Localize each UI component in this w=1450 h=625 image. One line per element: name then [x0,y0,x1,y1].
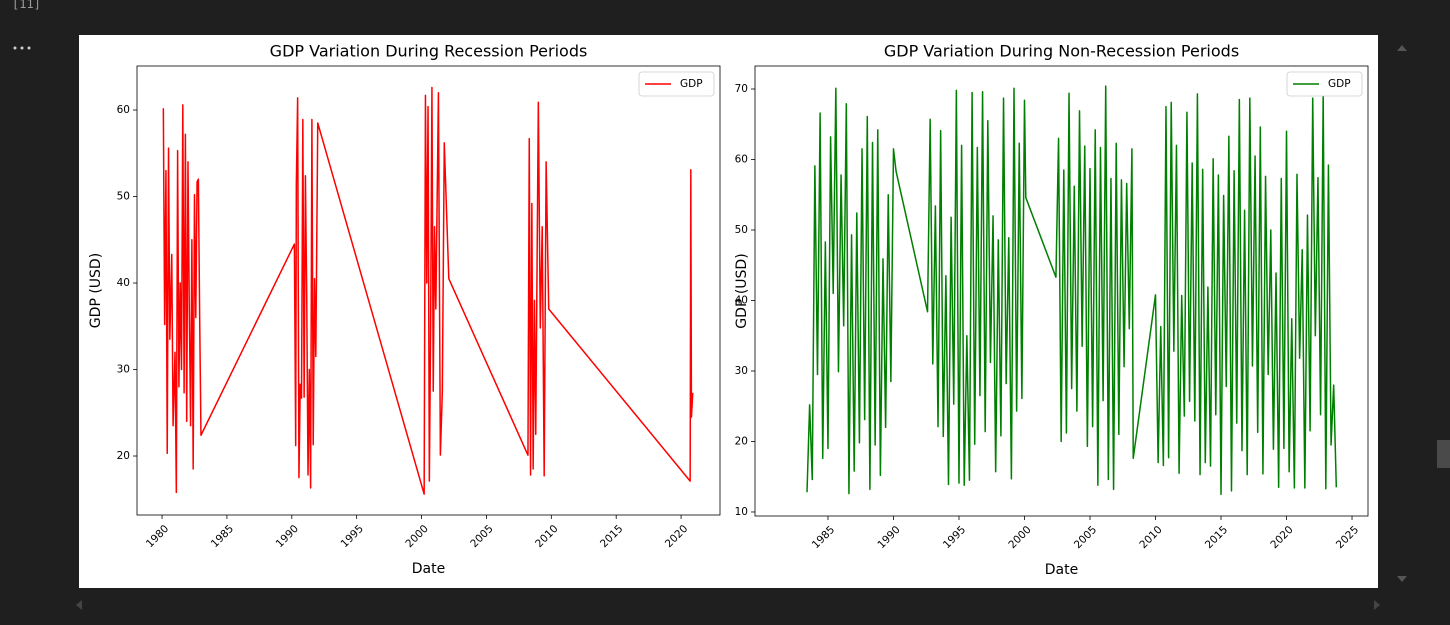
scroll-right[interactable] [1374,600,1380,610]
data-line [806,85,1338,496]
legend-box [1286,71,1363,97]
x-axis-label: Date [1045,562,1078,578]
y-tick-label: 10 [735,506,748,518]
y-axis-label: GDP (USD) [88,253,104,328]
more-menu[interactable] [13,46,31,50]
data-line [162,86,694,495]
y-tick-label: 60 [117,104,130,116]
x-axis-label: Date [412,561,445,577]
y-tick-label: 40 [117,277,130,289]
y-tick-label: 20 [117,450,130,462]
y-tick-label: 60 [735,153,748,165]
execution-count: [11] [12,0,41,11]
plot-area [162,86,694,495]
plot-area [806,85,1338,496]
legend-label: GDP [680,78,703,90]
y-tick-label: 30 [117,364,130,376]
chart-title: GDP Variation During Recession Periods [270,42,588,61]
y-tick-label: 40 [735,294,748,306]
figure-background [79,35,1378,588]
legend-label: GDP [1328,78,1351,90]
chart-title: GDP Variation During Non-Recession Perio… [884,42,1239,61]
axes-frame [754,65,1369,517]
scroll-down[interactable] [1397,576,1407,582]
y-axis-label: GDP (USD) [734,253,750,328]
scrollbar-thumb[interactable] [1437,440,1450,468]
y-tick-label: 20 [735,435,748,447]
axes-frame [136,65,721,516]
y-tick-label: 50 [117,191,130,203]
y-tick-label: 30 [735,365,748,377]
y-tick-label: 50 [735,224,748,236]
scroll-up[interactable] [1397,45,1407,51]
y-tick-label: 70 [735,83,748,95]
legend-box [638,71,715,97]
scroll-left[interactable] [76,600,82,610]
